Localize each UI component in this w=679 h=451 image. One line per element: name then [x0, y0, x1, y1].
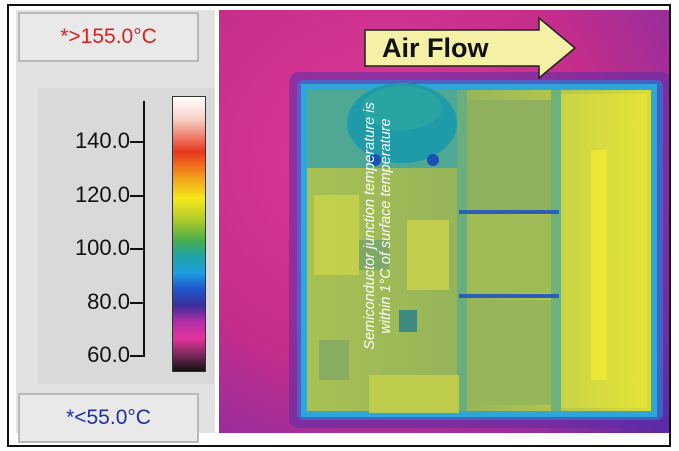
scale-tick-140: [130, 141, 144, 143]
middle-divider-top: [459, 210, 559, 214]
airflow-label: Air Flow: [382, 33, 489, 63]
note-line-2: within 1°C of surface temperature: [378, 118, 394, 334]
left-component-3: [359, 240, 389, 270]
max-temperature-readout: *>155.0°C: [18, 12, 199, 62]
middle-block-center: [467, 215, 551, 293]
min-temperature-readout: *<55.0°C: [18, 393, 199, 443]
panel-divider: [215, 10, 219, 433]
scale-tick-100: [130, 248, 144, 250]
scale-tick-60: [130, 355, 144, 357]
left-component-2: [407, 220, 449, 290]
scale-label-100: 100.0: [74, 235, 130, 260]
board-seam-2: [551, 90, 561, 411]
scale-tick-120: [130, 195, 144, 197]
color-scale-bar: [172, 96, 206, 372]
middle-block-bottom: [467, 300, 551, 405]
scale-tick-80: [130, 302, 144, 304]
mount-hole-2: [427, 154, 439, 166]
thermal-image: [219, 10, 669, 433]
middle-divider-bottom: [459, 294, 559, 298]
scale-label-120: 120.0: [74, 182, 130, 207]
left-component-1: [314, 195, 359, 275]
middle-block-top: [467, 100, 551, 210]
capacitor-shape-top: [362, 86, 442, 130]
board-seam-1: [457, 90, 467, 411]
scale-label-80: 80.0: [87, 289, 130, 314]
left-component-4: [319, 340, 349, 380]
airflow-arrow: [364, 16, 577, 80]
small-chip: [399, 310, 417, 332]
junction-temperature-note: Semiconductor junction temperature is wi…: [362, 46, 394, 406]
bottom-component: [369, 375, 459, 413]
scale-label-60: 60.0: [87, 342, 130, 367]
mount-hole-1: [369, 154, 381, 166]
right-hot-core: [591, 150, 607, 380]
scale-label-140: 140.0: [74, 128, 130, 153]
scale-axis-line: [143, 101, 145, 357]
note-line-1: Semiconductor junction temperature is: [362, 102, 378, 350]
